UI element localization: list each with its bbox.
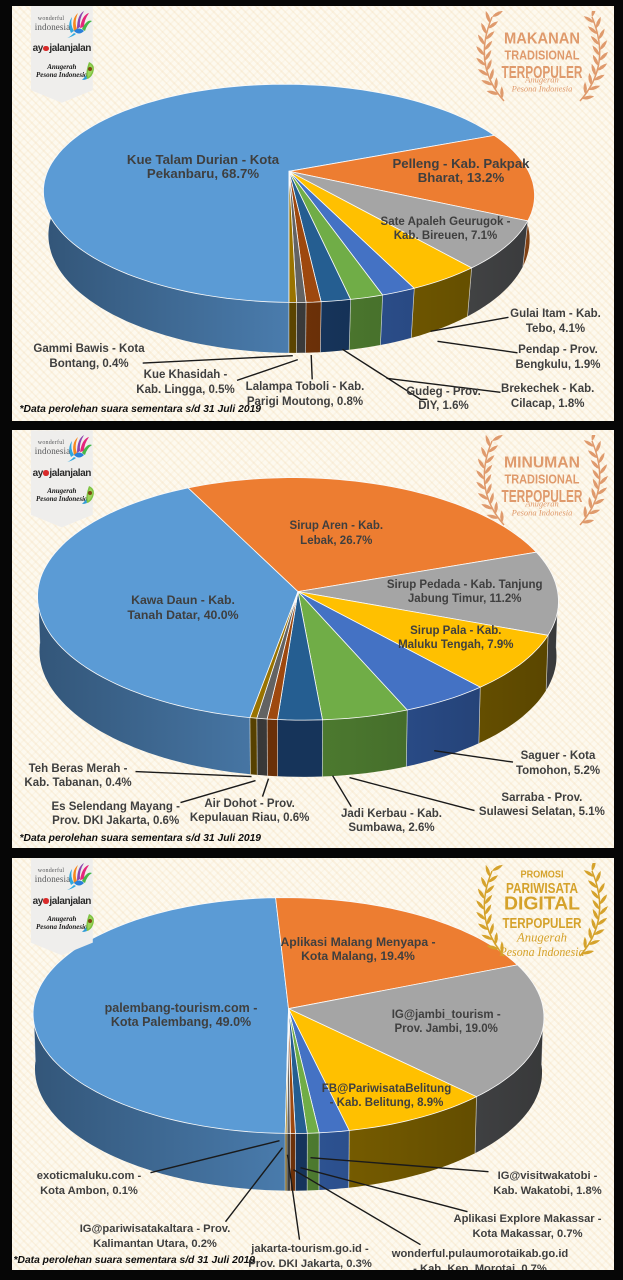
svg-text:Anugerah: Anugerah [516,930,567,945]
svg-text:PARIWISATA: PARIWISATA [506,881,578,897]
svg-text:TRADISIONAL: TRADISIONAL [504,47,579,62]
svg-text:MAKANAN: MAKANAN [504,30,580,47]
svg-text:DIGITAL: DIGITAL [504,894,580,914]
svg-text:Pesona Indonesia: Pesona Indonesia [510,83,572,93]
svg-text:TERPOPULER: TERPOPULER [502,916,581,932]
svg-text:Pesona Indonesia: Pesona Indonesia [498,944,584,959]
svg-text:Anugerah: Anugerah [524,499,559,509]
svg-text:TERPOPULER: TERPOPULER [501,486,582,506]
svg-text:Pesona Indonesia: Pesona Indonesia [510,508,572,518]
svg-text:MINUMAN: MINUMAN [504,455,580,472]
svg-text:TERPOPULER: TERPOPULER [501,62,582,82]
svg-text:TRADISIONAL: TRADISIONAL [504,472,579,487]
svg-text:Anugerah: Anugerah [524,74,559,84]
svg-text:PROMOSI: PROMOSI [520,870,563,881]
